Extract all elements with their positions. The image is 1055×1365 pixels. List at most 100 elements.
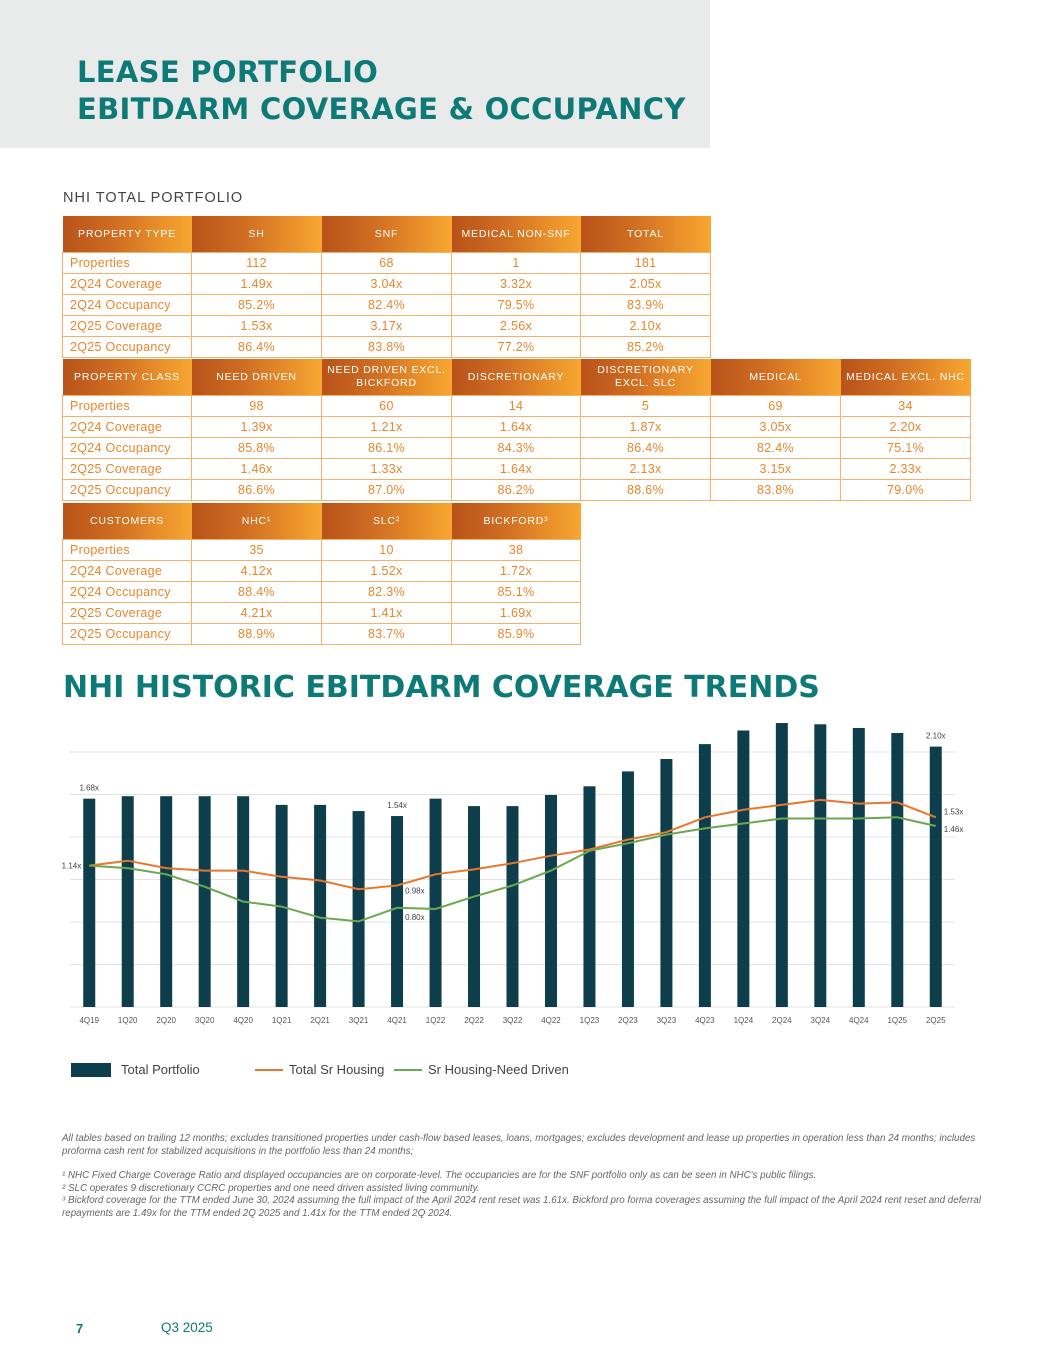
column-header: TOTAL	[580, 216, 711, 253]
column-header: NHC¹	[191, 503, 322, 540]
data-label: 1.46x	[944, 825, 964, 834]
data-label: 1.53x	[944, 807, 964, 816]
bar-4q21	[391, 816, 404, 1007]
bar-4q24	[852, 728, 865, 1007]
header-band	[0, 0, 710, 148]
table-cell: 38	[451, 539, 581, 561]
row-label: 2Q25 Coverage	[62, 458, 192, 480]
x-tick-label: 1Q21	[272, 1016, 292, 1025]
table-row: 2Q25 Occupancy 88.9% 83.7% 85.9%	[62, 623, 581, 645]
data-label: 1.14x	[62, 862, 82, 871]
table-cell: 1.21x	[321, 416, 452, 438]
report-quarter: Q3 2025	[161, 1320, 213, 1335]
table-row: Properties 35 10 38	[62, 539, 581, 561]
table-cell: 2.13x	[580, 458, 711, 480]
column-header: BICKFORD³	[451, 503, 581, 540]
table-row: 2Q24 Occupancy 85.8% 86.1% 84.3% 86.4% 82.4% 7…	[62, 437, 971, 459]
table-cell: 88.6%	[580, 479, 711, 501]
x-tick-label: 4Q24	[849, 1016, 869, 1025]
x-tick-label: 1Q20	[118, 1016, 138, 1025]
table-row: 2Q24 Coverage 1.39x 1.21x 1.64x 1.87x 3.05x 2.…	[62, 416, 971, 438]
bar-1q25	[891, 732, 904, 1007]
row-label: Properties	[62, 539, 192, 561]
table-cell: 1.41x	[321, 602, 452, 624]
column-header: NEED DRIVEN	[191, 359, 322, 396]
footnote-1: ¹ NHC Fixed Charge Coverage Ratio and di…	[62, 1170, 817, 1181]
table-cell: 34	[840, 395, 971, 417]
table-cell: 2.05x	[580, 273, 711, 295]
section-label: NHI TOTAL PORTFOLIO	[63, 190, 244, 206]
data-label: 0.98x	[405, 886, 425, 895]
legend-label-total-sr-housing: Total Sr Housing	[289, 1062, 385, 1077]
x-tick-label: 1Q23	[580, 1016, 600, 1025]
x-tick-label: 2Q22	[464, 1016, 484, 1025]
table-cell: 1.87x	[580, 416, 711, 438]
table-cell: 5	[580, 395, 711, 417]
data-label: 1.68x	[79, 784, 99, 793]
table-cell: 1.53x	[191, 315, 322, 337]
x-tick-label: 2Q24	[772, 1016, 792, 1025]
row-label: 2Q24 Coverage	[62, 273, 192, 295]
table-cell: 181	[580, 252, 711, 274]
table-row: 2Q24 Occupancy 88.4% 82.3% 85.1%	[62, 581, 581, 603]
table-cell: 86.4%	[191, 336, 322, 358]
x-tick-label: 2Q21	[310, 1016, 330, 1025]
x-tick-label: 3Q23	[657, 1016, 677, 1025]
table-cell: 85.2%	[580, 336, 711, 358]
table-cell: 3.32x	[451, 273, 581, 295]
table-cell: 3.15x	[710, 458, 841, 480]
table-cell: 2.20x	[840, 416, 971, 438]
x-tick-label: 4Q19	[79, 1016, 99, 1025]
legend-label-sr-housing-need-driven: Sr Housing-Need Driven	[428, 1062, 569, 1077]
bar-4q19	[83, 798, 96, 1007]
x-tick-label: 2Q25	[926, 1016, 946, 1025]
table-cell: 60	[321, 395, 452, 417]
table-cell: 2.10x	[580, 315, 711, 337]
table-cell: 88.4%	[191, 581, 322, 603]
table-header-row: PROPERTY CLASS NEED DRIVEN NEED DRIVEN EXC…	[62, 359, 971, 396]
table-cell: 85.1%	[451, 581, 581, 603]
table-cell: 1.69x	[451, 602, 581, 624]
row-label: 2Q25 Occupancy	[62, 623, 192, 645]
column-header: MEDICAL	[710, 359, 841, 396]
table-cell: 4.21x	[191, 602, 322, 624]
bar-2q23	[621, 771, 634, 1007]
legend-swatch-total-portfolio	[71, 1062, 111, 1077]
column-header: PROPERTY CLASS	[62, 359, 192, 396]
page-number: 7	[76, 1321, 84, 1336]
table-cell: 1.64x	[451, 416, 581, 438]
row-label: Properties	[62, 252, 192, 274]
column-header: DISCRETIONARY	[451, 359, 581, 396]
table-cell: 68	[321, 252, 452, 274]
bar-3q24	[814, 724, 827, 1007]
page-title: LEASE PORTFOLIO EBITDARM COVERAGE & OCCU…	[77, 54, 686, 128]
page-title-line2: EBITDARM COVERAGE & OCCUPANCY	[77, 92, 686, 126]
row-label: 2Q25 Occupancy	[62, 336, 192, 358]
table-cell: 1.72x	[451, 560, 581, 582]
x-tick-label: 4Q20	[233, 1016, 253, 1025]
column-header: NEED DRIVEN EXCL. BICKFORD	[321, 359, 452, 396]
table-cell: 83.7%	[321, 623, 452, 645]
row-label: 2Q24 Coverage	[62, 416, 192, 438]
table-cell: 85.8%	[191, 437, 322, 459]
table-cell: 1.64x	[451, 458, 581, 480]
table-cell: 4.12x	[191, 560, 322, 582]
x-tick-label: 1Q25	[887, 1016, 907, 1025]
table-cell: 88.9%	[191, 623, 322, 645]
row-label: 2Q24 Occupancy	[62, 581, 192, 603]
column-header: SH	[191, 216, 322, 253]
footnote-main: All tables based on trailing 12 months; …	[62, 1133, 976, 1157]
table-cell: 86.1%	[321, 437, 452, 459]
table-cell: 2.56x	[451, 315, 581, 337]
legend-sr-housing-need-driven: Sr Housing-Need Driven	[394, 1062, 569, 1077]
customers-table: CUSTOMERS NHC¹ SLC² BICKFORD³ Properties 35 10…	[62, 503, 581, 645]
bar-2q21	[314, 804, 327, 1007]
table-cell: 112	[191, 252, 322, 274]
x-tick-label: 1Q24	[734, 1016, 754, 1025]
table-cell: 75.1%	[840, 437, 971, 459]
bar-4q22	[544, 794, 557, 1007]
table-row: 2Q24 Coverage 4.12x 1.52x 1.72x	[62, 560, 581, 582]
table-cell: 82.4%	[321, 294, 452, 316]
table-cell: 10	[321, 539, 452, 561]
table-row: 2Q25 Occupancy 86.6% 87.0% 86.2% 88.6% 83.8% 7…	[62, 479, 971, 501]
